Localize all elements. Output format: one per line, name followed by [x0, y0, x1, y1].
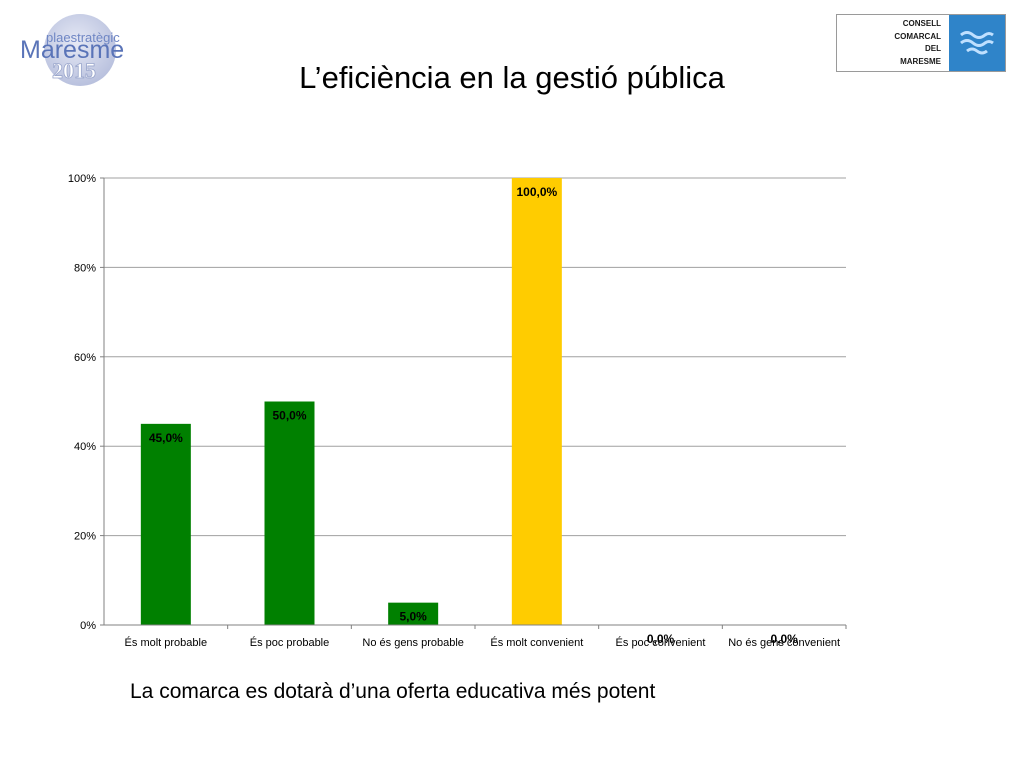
logo-graphic: plaestratègic Maresme 2015	[20, 14, 124, 86]
x-tick-label: És molt convenient	[490, 636, 583, 649]
data-label: 45,0%	[149, 431, 183, 445]
plaestrategic-maresme-logo: plaestratègic Maresme 2015	[18, 12, 148, 90]
council-line: MARESME	[900, 56, 941, 66]
y-tick-label: 40%	[74, 441, 96, 453]
bar	[511, 178, 562, 625]
y-tick-label: 60%	[74, 352, 96, 364]
y-tick-label: 100%	[68, 173, 96, 185]
data-label: 100,0%	[516, 185, 557, 199]
waves-icon	[949, 15, 1005, 71]
council-name: CONSELL COMARCAL DEL MARESME	[837, 18, 947, 68]
data-labels: 45,0% 50,0% 5,0% 100,0% 0,0% 0,0%	[149, 185, 798, 646]
axes: 0% 20% 40% 60% 80% 100% És molt probable És poc…	[68, 173, 847, 649]
bar	[264, 401, 315, 625]
bars	[140, 178, 562, 625]
x-tick-label: És poc probable	[250, 636, 330, 649]
chart-subtitle: La comarca es dotarà d’una oferta educat…	[130, 680, 656, 703]
logo-text-plaestrategic: plaestratègic	[46, 30, 120, 45]
data-label: 0,0%	[770, 632, 798, 646]
page-title: L’eficiència en la gestió pública	[299, 60, 725, 95]
x-tick-label: No és gens convenient	[728, 637, 840, 649]
y-tick-label: 80%	[74, 262, 96, 274]
logo-text-year: 2015	[52, 58, 96, 83]
bar	[388, 602, 439, 625]
bar	[140, 423, 191, 625]
council-line: COMARCAL	[894, 31, 941, 41]
x-tick-label: És molt probable	[125, 636, 208, 649]
consell-comarcal-logo: CONSELL COMARCAL DEL MARESME	[836, 14, 1006, 72]
logo-text-maresme: Maresme	[20, 36, 124, 64]
gridlines	[104, 177, 846, 537]
council-line: CONSELL	[902, 19, 941, 28]
council-line: DEL	[925, 44, 941, 53]
data-label: 50,0%	[272, 409, 306, 423]
data-label: 0,0%	[647, 632, 675, 646]
x-tick-label: No és gens probable	[362, 637, 464, 649]
data-label: 5,0%	[399, 610, 427, 624]
y-tick-label: 0%	[80, 620, 96, 632]
y-tick-label: 20%	[74, 531, 96, 543]
x-tick-label: És poc convenient	[616, 636, 706, 649]
